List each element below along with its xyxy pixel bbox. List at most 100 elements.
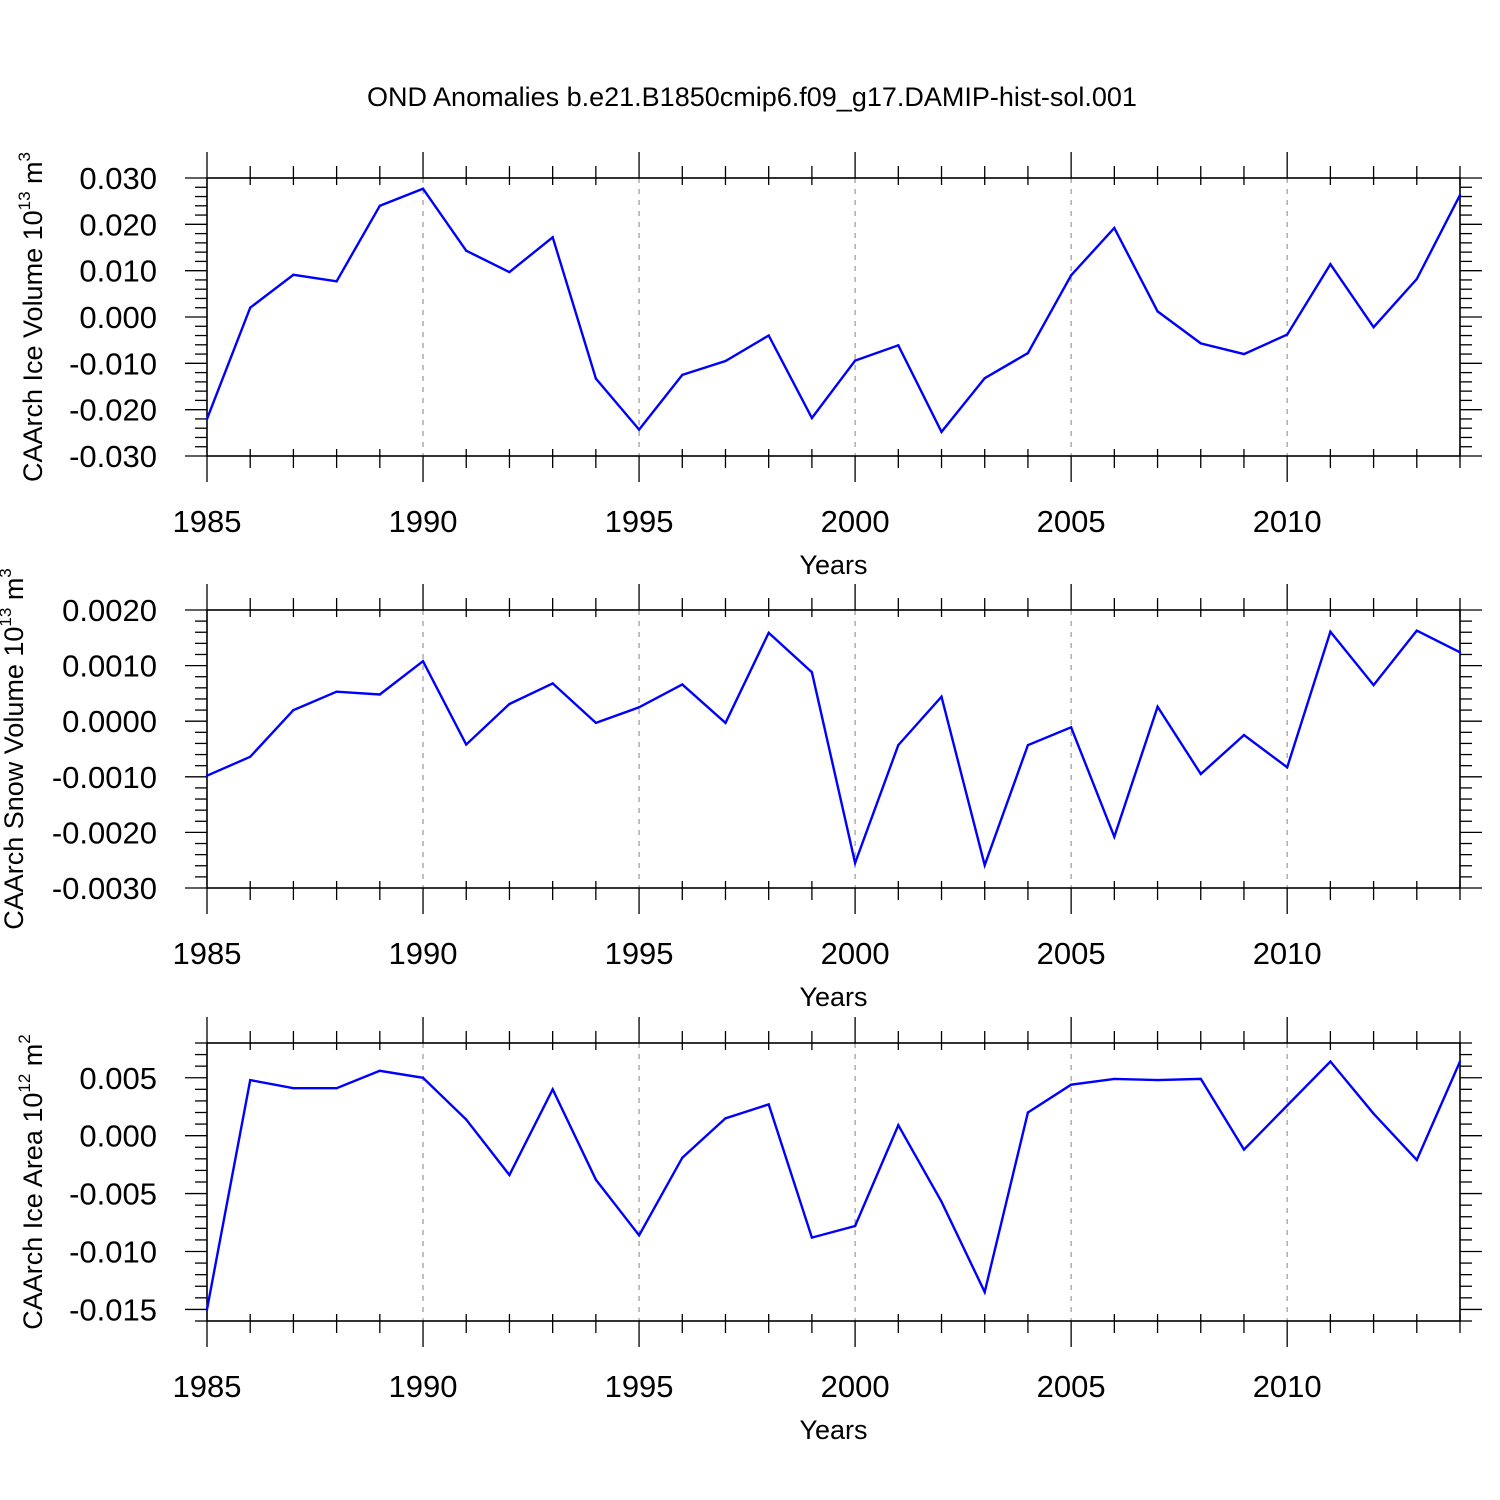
panel-1-y-tick-label: -0.010 <box>69 346 157 381</box>
panel-2-data-point <box>853 861 857 865</box>
panel-1-data-point <box>724 359 727 363</box>
panel-1-data-point <box>853 359 857 362</box>
panel-3-y-tick-label: -0.010 <box>69 1235 157 1270</box>
panel-3-x-tick-label: 1985 <box>173 1369 242 1404</box>
panel-2-x-tick-label: 2005 <box>1037 936 1106 971</box>
panel-3-data-point <box>335 1086 338 1090</box>
panel-2-data-point <box>335 690 338 693</box>
panel-2-data-point <box>940 695 943 698</box>
panel-1-y-tick-label: -0.030 <box>69 439 157 474</box>
panel-1-y-axis-label: CAArch Ice Volume 1013 m3 <box>15 152 48 482</box>
panel-2-data-point <box>249 755 252 758</box>
panel-3-data-point <box>1156 1078 1159 1082</box>
panel-1-x-axis-label: Years <box>799 550 867 580</box>
panel-1-frame <box>206 177 1461 457</box>
panel-3-data-point <box>1285 1104 1289 1107</box>
panel-3-data-point <box>1026 1111 1030 1114</box>
panel-2-data-point <box>1026 743 1030 747</box>
panel-2-data-point <box>983 864 986 867</box>
panel-2-data-point <box>292 708 295 712</box>
panel-2-data-point <box>1156 705 1159 708</box>
panel-3-data-point <box>594 1178 598 1181</box>
panel-2-y-tick-label: -0.0030 <box>52 871 157 906</box>
panel-3-y-tick-label: -0.015 <box>69 1292 157 1327</box>
panel-1-data-point <box>681 373 684 377</box>
panel-1-y-tick-label: 0.000 <box>79 300 157 335</box>
panel-3-data-point <box>983 1290 986 1294</box>
panel-1-data-point <box>767 334 770 337</box>
panel-2-x-axis-label: Years <box>799 982 867 1012</box>
panel-3-y-axis-label: CAArch Ice Area 1012 m2 <box>15 1034 48 1330</box>
panel-2-x-tick-label: 1995 <box>605 936 674 971</box>
panel-1-data-point <box>249 306 252 309</box>
panel-1-data-point <box>1156 310 1159 313</box>
panel-3-data-point <box>421 1076 425 1079</box>
panel-3-frame <box>206 1042 1461 1322</box>
panel-2-data-point <box>1415 629 1418 632</box>
panel-1-data-point <box>1026 351 1030 355</box>
panel-3-data-point <box>292 1086 295 1090</box>
panel-1-data-point <box>940 430 943 434</box>
panel-3-x-tick-label: 2010 <box>1253 1369 1322 1404</box>
panel-1-data-point <box>637 428 641 431</box>
panel-1-x-tick-label: 1995 <box>605 504 674 539</box>
panel-1-y-tick-label: 0.020 <box>79 207 157 242</box>
panel-2-data-point <box>508 702 511 706</box>
panel-3-data-point <box>551 1088 554 1091</box>
panel-1-y-tick-label: -0.020 <box>69 393 157 428</box>
panel-3-data-point <box>249 1078 252 1082</box>
panel-3-data-point <box>724 1117 727 1120</box>
chart-panel-1: -0.030 -0.020 -0.010 0.000 0.010 0.020 0.030 19… <box>15 152 1482 580</box>
panel-3-data-point <box>1415 1158 1418 1162</box>
panel-1-data-point <box>292 273 295 277</box>
panel-3-x-tick-label: 2000 <box>821 1369 890 1404</box>
panel-3-data-point <box>1199 1077 1202 1081</box>
panel-3-data-point <box>508 1173 511 1177</box>
panel-2-data-point <box>1285 766 1289 769</box>
panel-2-data-point <box>1329 630 1332 633</box>
panel-1-data-point <box>1242 352 1246 356</box>
panel-3-x-tick-label: 1995 <box>605 1369 674 1404</box>
panel-3-data-point <box>897 1124 900 1127</box>
panel-3-data-point <box>1329 1060 1332 1063</box>
panel-1-x-tick-label: 2005 <box>1037 504 1106 539</box>
panel-2-data-point <box>205 774 209 777</box>
panel-3-data-point <box>465 1118 468 1121</box>
panel-3-data-point <box>1242 1148 1246 1151</box>
panel-2-data-point <box>681 683 684 686</box>
panel-3-y-tick-label: 0.000 <box>79 1119 157 1154</box>
panel-2-data-point <box>378 693 382 696</box>
panel-3-data-point <box>810 1236 814 1239</box>
panel-2-x-tick-label: 2010 <box>1253 936 1322 971</box>
panel-2-data-point <box>1242 733 1246 737</box>
panel-1-data-point <box>1069 274 1073 277</box>
panel-2-y-tick-label: 0.0020 <box>62 593 157 628</box>
panel-3-data-point <box>1069 1083 1073 1086</box>
panel-1-y-tick-label: 0.010 <box>79 254 157 289</box>
panel-3-x-axis-label: Years <box>799 1415 867 1445</box>
panel-2-x-tick-label: 1985 <box>173 936 242 971</box>
panel-1-data-point <box>378 204 382 207</box>
panel-1-y-tick-label: 0.030 <box>79 161 157 196</box>
panel-1-data-point <box>1415 277 1418 281</box>
panel-3-y-tick-label: 0.005 <box>79 1061 157 1096</box>
chart-panel-3: -0.015 -0.010 -0.005 0.000 0.005 1985 1990 1995… <box>15 1017 1482 1445</box>
panel-2-y-tick-label: -0.0020 <box>52 815 157 850</box>
panel-3-x-tick-label: 1990 <box>389 1369 458 1404</box>
panel-1-data-point <box>205 417 209 421</box>
panel-1-data-point <box>1372 325 1375 329</box>
panel-2-frame <box>206 609 1461 889</box>
panel-3-data-point <box>940 1200 943 1203</box>
panel-2-data-point <box>810 671 814 674</box>
panel-1-data-point <box>551 236 554 239</box>
panel-1-data-point <box>1329 262 1332 266</box>
panel-2-data-point <box>1372 683 1375 687</box>
panel-1-data-point <box>594 377 598 380</box>
panels: -0.030 -0.020 -0.010 0.000 0.010 0.020 0.030 19… <box>0 152 1482 1445</box>
panel-2-data-point <box>465 743 468 746</box>
panel-2-data-point <box>767 631 770 634</box>
panel-2-data-point <box>594 721 598 725</box>
panel-2-x-tick-label: 1990 <box>389 936 458 971</box>
panel-3-data-point <box>378 1069 382 1073</box>
